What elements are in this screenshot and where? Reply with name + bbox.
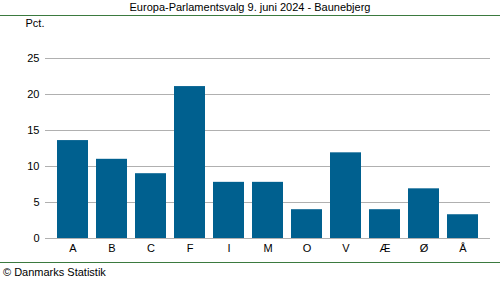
svg-text:C: C xyxy=(147,242,155,254)
svg-text:0: 0 xyxy=(33,232,39,244)
svg-text:O: O xyxy=(303,242,312,254)
svg-text:20: 20 xyxy=(27,88,39,100)
svg-text:25: 25 xyxy=(27,52,39,64)
svg-text:I: I xyxy=(227,242,230,254)
svg-text:A: A xyxy=(69,242,77,254)
svg-text:5: 5 xyxy=(33,196,39,208)
svg-text:10: 10 xyxy=(27,160,39,172)
svg-text:15: 15 xyxy=(27,124,39,136)
html-text:Europa-Parlamentsvalg 9. juni: Europa-Parlamentsvalg 9. juni 2024 - Bau… xyxy=(129,1,371,13)
svg-text:Æ: Æ xyxy=(380,242,391,254)
svg-text:F: F xyxy=(187,242,194,254)
svg-text:B: B xyxy=(108,242,115,254)
html-text:© Danmarks Statistik: © Danmarks Statistik xyxy=(3,266,106,278)
svg-text:Å: Å xyxy=(459,242,467,254)
svg-text:V: V xyxy=(342,242,350,254)
svg-text:M: M xyxy=(263,242,272,254)
svg-text:Pct.: Pct. xyxy=(26,17,45,29)
svg-text:Ø: Ø xyxy=(420,242,429,254)
